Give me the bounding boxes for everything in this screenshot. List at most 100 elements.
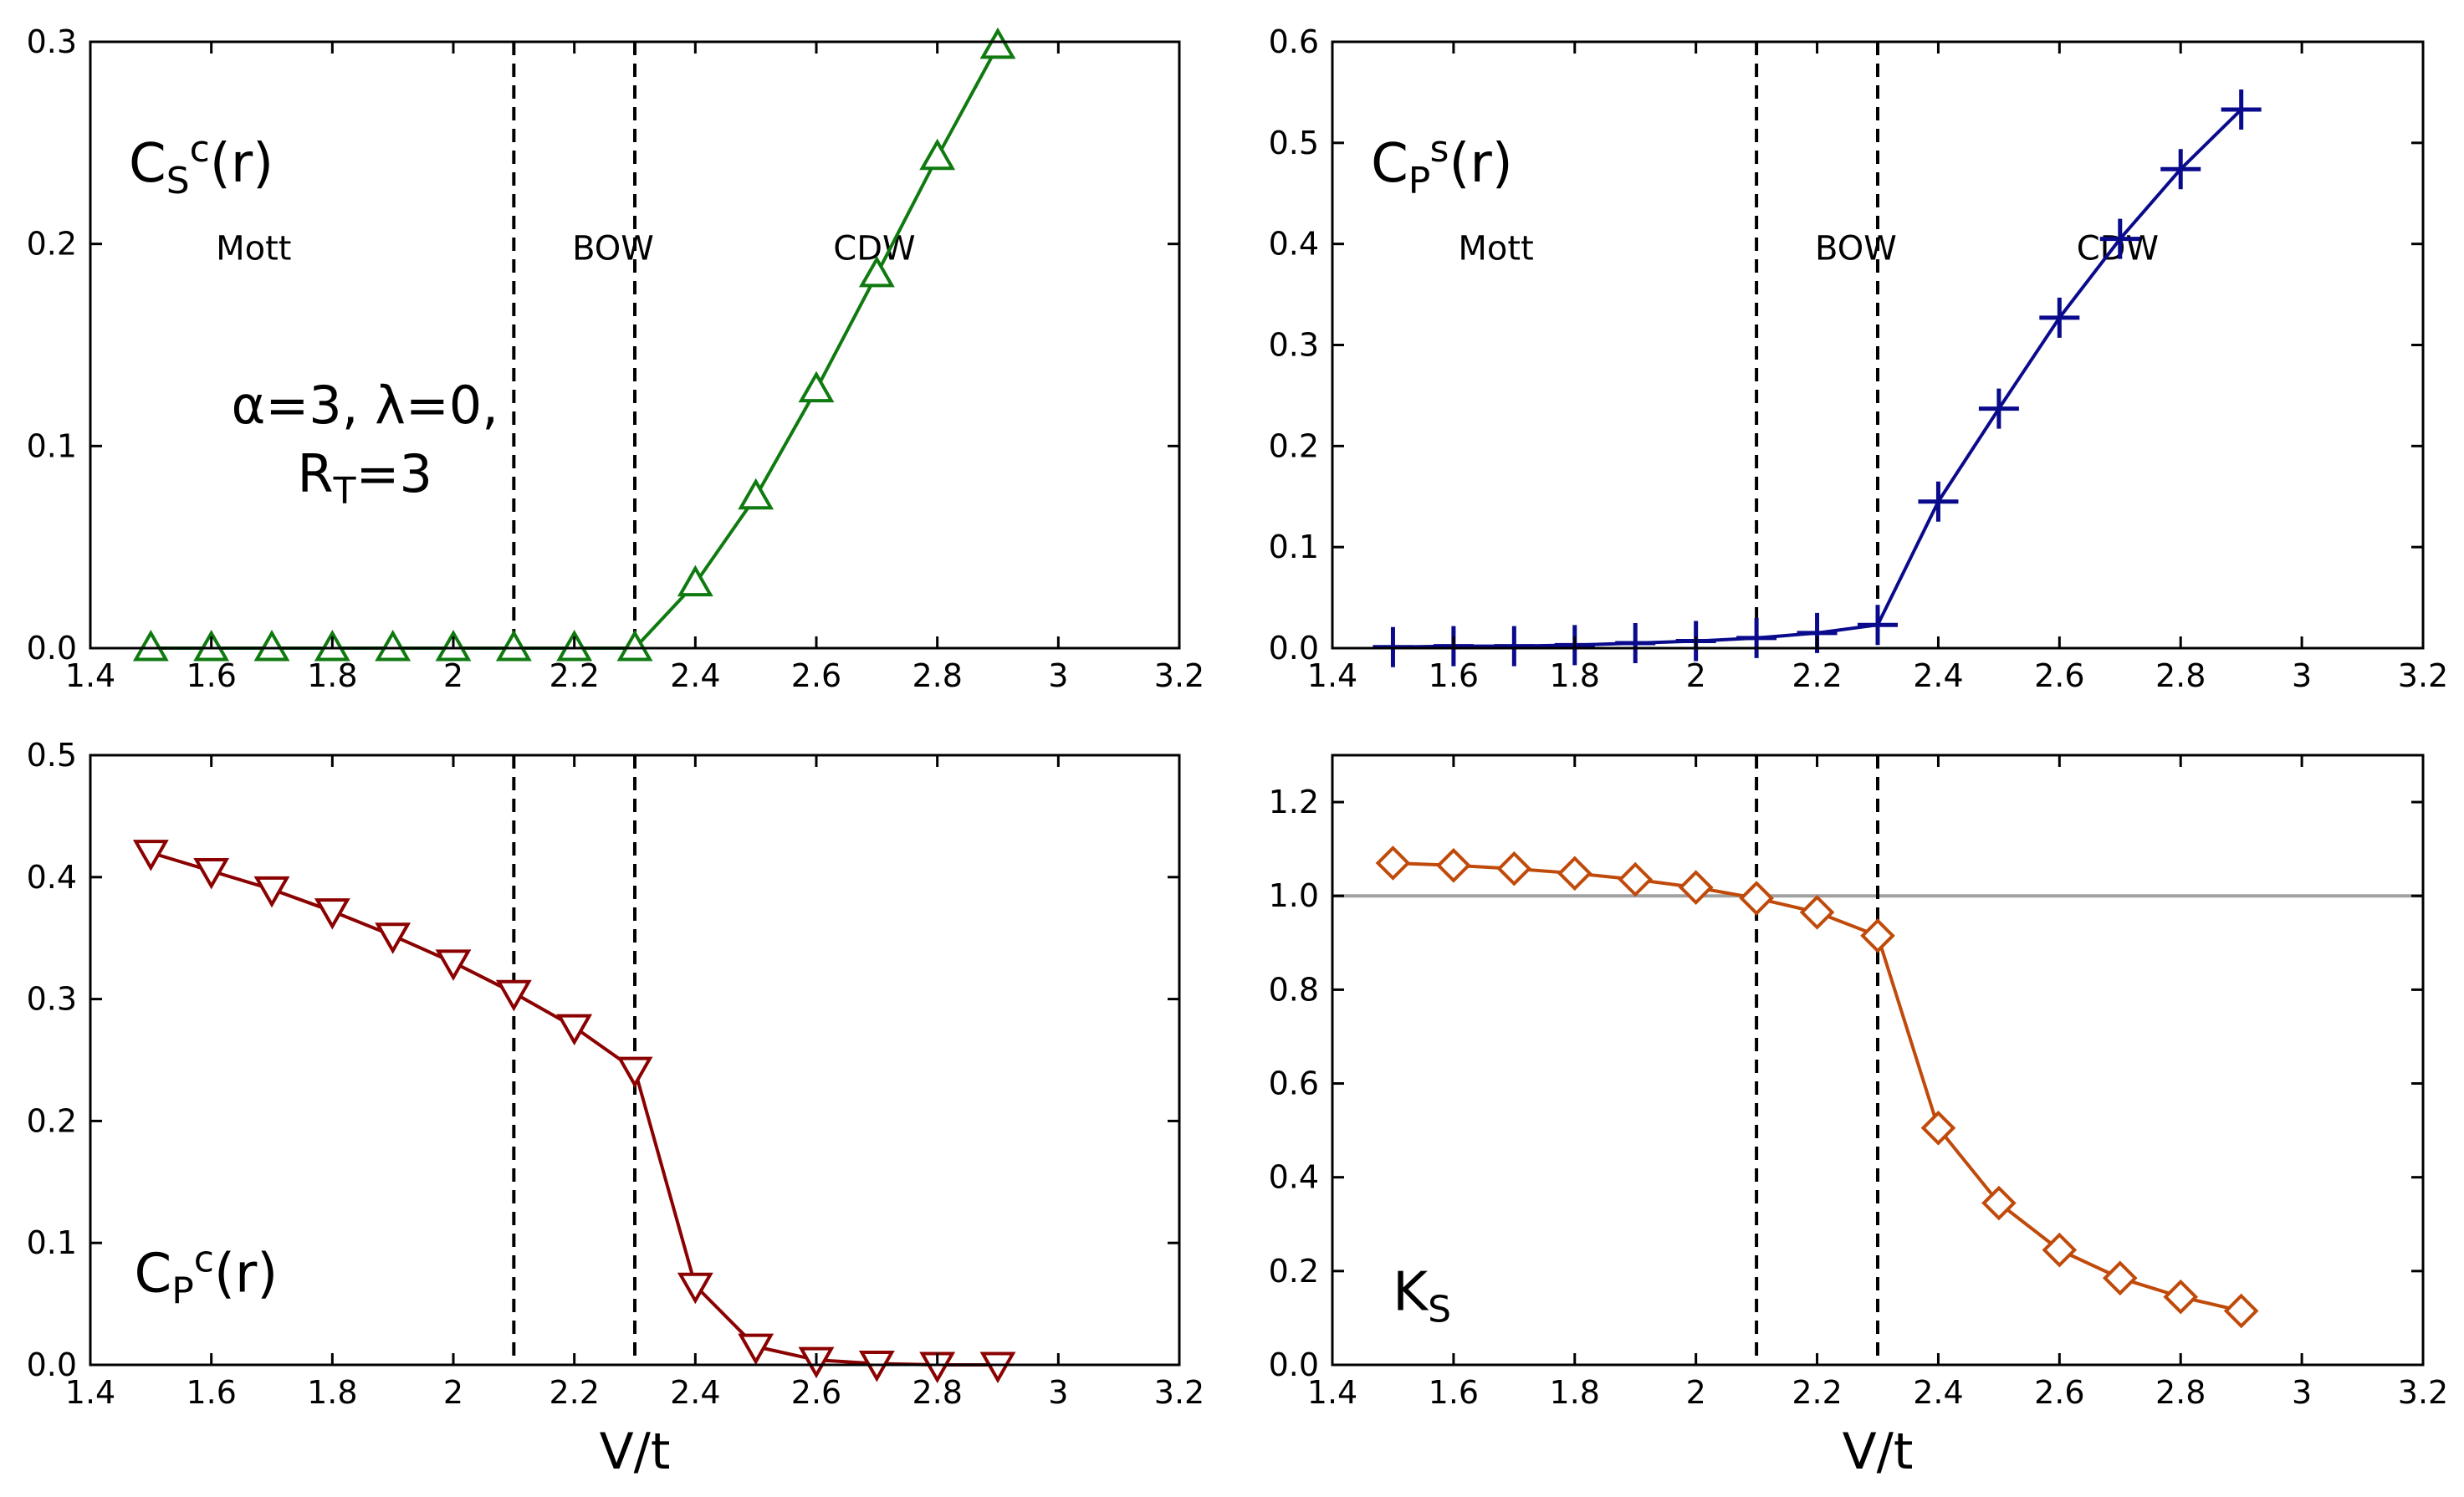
x-tick-label: 3.2	[1154, 1374, 1204, 1411]
data-point	[2160, 149, 2201, 190]
quantity-label: CPs(r)	[1371, 128, 1513, 202]
region-label-cdw: CDW	[2077, 230, 2159, 268]
data-point	[2221, 89, 2262, 130]
y-tick-label: 0.0	[1269, 1346, 1319, 1383]
x-tick-label: 2.8	[912, 657, 962, 694]
y-tick-label: 0.2	[27, 1102, 77, 1139]
data-point	[253, 629, 290, 662]
quantity-label: KS	[1393, 1262, 1451, 1331]
y-tick-label: 0.8	[1269, 971, 1319, 1008]
data-point	[738, 1333, 774, 1366]
x-tick-label: 3.2	[2398, 1374, 2448, 1411]
data-point	[858, 255, 895, 288]
y-tick-label: 0.0	[27, 630, 77, 667]
x-tick-label: 1.6	[186, 657, 236, 694]
panel-bottom-left: 1.4 1.6 1.8 2 2.2 2.4 2.6 2.8 3 3.2 0.0 0.1 0.2 0.3 0.…	[27, 737, 1205, 1481]
data-point	[1739, 881, 1774, 916]
axes-frame	[89, 754, 1181, 1367]
data-point	[1494, 626, 1535, 667]
x-tick-label: 2	[1686, 657, 1706, 694]
axes-frame	[89, 40, 1181, 650]
data-point	[2163, 1279, 2199, 1315]
y-tick-label: 0.6	[1269, 1065, 1319, 1102]
x-tick-label: 2.8	[2155, 657, 2206, 694]
x-axis-label: V/t	[600, 1423, 671, 1481]
x-tick-label: 2.6	[2034, 1374, 2084, 1411]
x-tick-label: 1.8	[307, 657, 357, 694]
x-tick-label: 3.2	[2398, 657, 2448, 694]
x-tick-label: 1.4	[65, 657, 115, 694]
x-tick-label: 3.2	[1154, 657, 1204, 694]
x-tick-label: 2.6	[791, 657, 841, 694]
data-point	[2042, 1232, 2078, 1268]
data-point	[435, 949, 472, 981]
data-point	[677, 565, 713, 597]
data-point	[2102, 1260, 2138, 1296]
x-axis-label: V/t	[1843, 1423, 1914, 1481]
data-point	[132, 629, 169, 662]
parameter-line-2: RT=3	[298, 443, 432, 513]
data-point	[1860, 918, 1895, 953]
data-point	[1615, 622, 1656, 663]
data-point	[1981, 1185, 2017, 1221]
y-tick-label: 0.1	[1269, 529, 1319, 565]
y-tick-label: 0.5	[1269, 125, 1319, 161]
y-tick-label: 0.3	[27, 981, 77, 1018]
data-point	[1736, 617, 1777, 658]
x-tick-label: 2	[1686, 1374, 1706, 1411]
data-point	[616, 629, 653, 662]
x-tick-label: 2.8	[2155, 1374, 2206, 1411]
data-point	[738, 478, 774, 510]
x-tick-label: 2.2	[1792, 1374, 1842, 1411]
y-tick-label: 0.2	[1269, 427, 1319, 464]
panel-bottom-right: 1.4 1.6 1.8 2 2.2 2.4 2.6 2.8 3 3.2 0.0 0.2 0.4 0.6 0.…	[1269, 754, 2448, 1481]
data-point	[314, 898, 350, 930]
y-tick-label: 0.1	[27, 1224, 77, 1261]
x-tick-label: 2	[443, 657, 463, 694]
data-point	[1678, 870, 1714, 905]
y-tick-label: 0.3	[1269, 327, 1319, 364]
y-tick-label: 0.4	[27, 859, 77, 896]
x-tick-label: 2.4	[1913, 657, 1963, 694]
panel-top-right: Mott BOW CDW 1.4 1.6 1.8 2 2.2 2.4 2.6 2.8 3 3.2 0.0 0…	[1269, 23, 2449, 694]
data-point	[919, 138, 956, 171]
x-tick-label: 3	[1048, 657, 1068, 694]
data-point	[1858, 605, 1898, 646]
region-label-bow: BOW	[1815, 230, 1897, 268]
x-tick-label: 1.8	[307, 1374, 357, 1411]
y-tick-label: 0.5	[27, 737, 77, 774]
data-point	[1618, 861, 1654, 897]
data-point	[1799, 895, 1835, 930]
x-tick-label: 2.2	[1792, 657, 1842, 694]
data-point	[2039, 297, 2080, 338]
data-point	[1436, 847, 1471, 883]
data-point	[979, 27, 1016, 59]
data-point	[798, 370, 835, 403]
parameter-line-1: α=3, λ=0,	[231, 375, 498, 436]
x-tick-label: 1.4	[1307, 1374, 1357, 1411]
data-point	[495, 979, 532, 1012]
x-tick-label: 2.6	[791, 1374, 841, 1411]
data-point	[616, 1056, 653, 1089]
x-tick-label: 2.8	[912, 1374, 962, 1411]
y-tick-label: 0.6	[1269, 23, 1319, 60]
data-point	[375, 629, 412, 662]
y-tick-label: 1.0	[1269, 877, 1319, 914]
x-tick-label: 3	[1048, 1374, 1068, 1411]
data-point	[253, 876, 290, 908]
axes-frame	[1331, 754, 2425, 1367]
data-point	[1918, 481, 1959, 522]
x-tick-label: 1.4	[1307, 657, 1357, 694]
region-label-mott: Mott	[1458, 230, 1533, 268]
data-point	[2099, 218, 2140, 259]
x-tick-label: 2.4	[670, 1374, 720, 1411]
y-tick-label: 1.2	[1269, 784, 1319, 820]
x-tick-label: 2.4	[670, 657, 720, 694]
x-tick-label: 3	[2292, 657, 2312, 694]
y-tick-label: 0.1	[27, 427, 77, 464]
y-tick-label: 0.4	[1269, 226, 1319, 263]
data-point	[1920, 1110, 1956, 1146]
quantity-label: CPc(r)	[135, 1239, 279, 1313]
x-tick-label: 1.4	[65, 1374, 115, 1411]
